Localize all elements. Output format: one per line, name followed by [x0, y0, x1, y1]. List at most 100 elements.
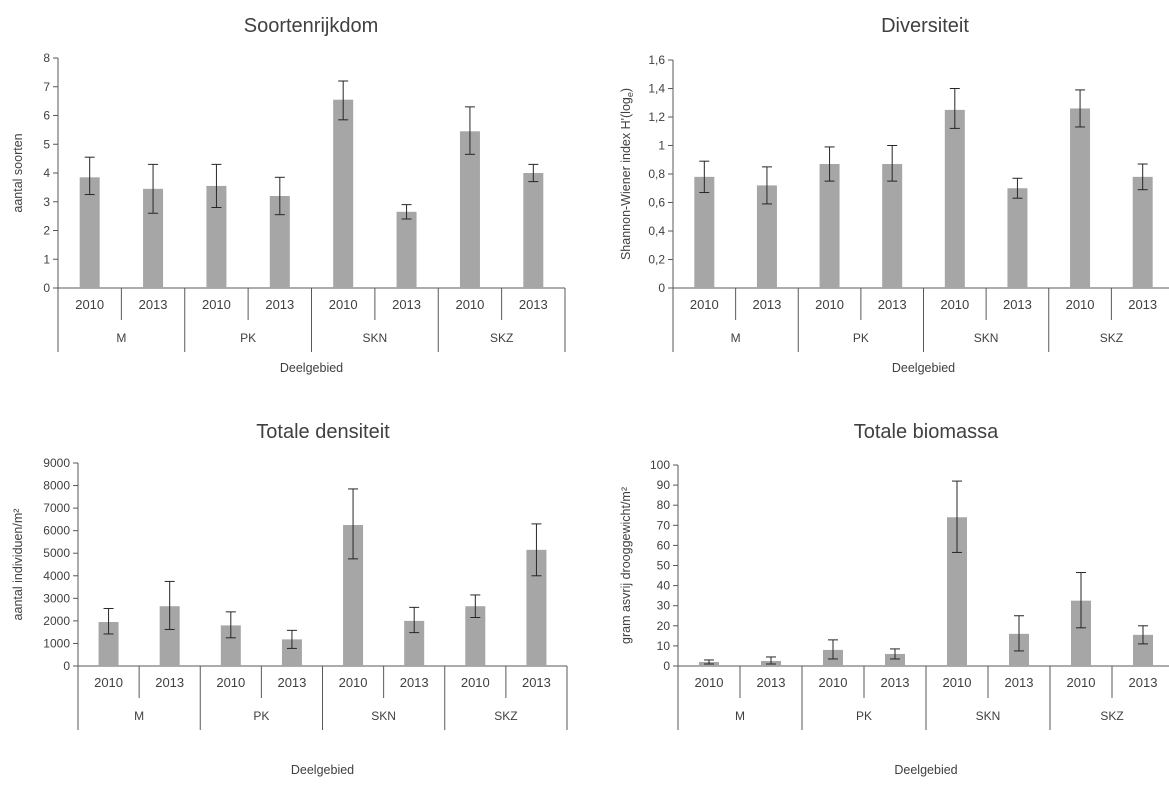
x-axis-title: Deelgebied — [280, 361, 343, 375]
x-category-label: 2013 — [878, 297, 907, 312]
y-tick-label: 0,4 — [648, 224, 665, 238]
x-group-label: PK — [253, 709, 269, 723]
bar — [98, 622, 119, 666]
x-category-label: 2010 — [940, 297, 969, 312]
y-tick-label: 1000 — [43, 636, 70, 650]
x-category-label: 2013 — [139, 297, 168, 312]
bar — [882, 164, 903, 288]
x-group-label: SKN — [976, 709, 1001, 723]
x-category-label: 2010 — [75, 297, 104, 312]
y-tick-label: 0,8 — [648, 167, 665, 181]
bar — [947, 517, 967, 666]
bar — [526, 549, 547, 666]
y-tick-label: 8000 — [43, 479, 70, 493]
x-group-label: SKZ — [494, 709, 517, 723]
y-tick-label: 2 — [43, 224, 50, 238]
x-category-label: 2013 — [277, 675, 306, 690]
bar — [944, 109, 965, 288]
bar — [1133, 634, 1153, 666]
x-category-label: 2013 — [519, 297, 548, 312]
x-axis-title: Deelgebied — [892, 361, 955, 375]
y-tick-label: 3 — [43, 195, 50, 209]
y-tick-label: 0 — [658, 281, 665, 295]
y-tick-label: 50 — [657, 559, 671, 573]
x-group-label: PK — [240, 331, 256, 345]
bar — [333, 99, 354, 288]
x-group-label: SKZ — [1100, 709, 1123, 723]
x-category-label: 2013 — [1005, 675, 1034, 690]
y-tick-label: 0,6 — [648, 196, 665, 210]
x-category-label: 2010 — [1066, 297, 1095, 312]
x-category-label: 2013 — [757, 675, 786, 690]
x-category-label: 2013 — [1129, 675, 1158, 690]
bar — [885, 653, 905, 666]
y-tick-label: 4000 — [43, 569, 70, 583]
x-category-label: 2010 — [461, 675, 490, 690]
y-tick-label: 6000 — [43, 524, 70, 538]
x-axis-title: Deelgebied — [291, 763, 354, 777]
y-axis-title: Shannon-Wiener index H'(loge) — [619, 88, 635, 260]
bar — [1132, 176, 1153, 288]
y-tick-label: 90 — [657, 478, 671, 492]
x-category-label: 2010 — [943, 675, 972, 690]
bar — [396, 211, 417, 288]
x-group-label: SKN — [974, 331, 999, 345]
x-group-label: SKN — [371, 709, 396, 723]
x-group-label: PK — [853, 331, 869, 345]
x-axis-title: Deelgebied — [894, 763, 957, 777]
x-group-label: M — [116, 331, 126, 345]
bar — [1007, 188, 1028, 288]
bar — [694, 176, 715, 288]
y-tick-label: 0 — [43, 281, 50, 295]
bar — [79, 177, 100, 288]
x-category-label: 2013 — [752, 297, 781, 312]
y-tick-label: 70 — [657, 518, 671, 532]
chart-title: Soortenrijkdom — [244, 15, 379, 37]
x-category-label: 2013 — [881, 675, 910, 690]
x-category-label: 2013 — [1003, 297, 1032, 312]
y-tick-label: 1,2 — [648, 110, 665, 124]
chart-title: Totale biomassa — [854, 421, 999, 443]
y-axis-title: gram asvrij drooggewicht/m² — [619, 487, 633, 644]
x-group-label: SKZ — [490, 331, 513, 345]
y-tick-label: 1,6 — [648, 53, 665, 67]
y-tick-label: 10 — [657, 639, 671, 653]
x-category-label: 2013 — [1128, 297, 1157, 312]
y-tick-label: 80 — [657, 498, 671, 512]
x-category-label: 2010 — [202, 297, 231, 312]
bar — [523, 173, 544, 288]
x-category-label: 2013 — [400, 675, 429, 690]
y-tick-label: 1,4 — [648, 82, 665, 96]
y-tick-label: 4 — [43, 166, 50, 180]
x-category-label: 2010 — [329, 297, 358, 312]
x-category-label: 2010 — [815, 297, 844, 312]
x-category-label: 2010 — [690, 297, 719, 312]
y-tick-label: 9000 — [43, 456, 70, 470]
x-category-label: 2013 — [392, 297, 421, 312]
x-category-label: 2013 — [265, 297, 294, 312]
bar — [459, 131, 480, 288]
x-group-label: PK — [856, 709, 872, 723]
x-category-label: 2010 — [695, 675, 724, 690]
y-tick-label: 30 — [657, 599, 671, 613]
y-axis-title: aantal soorten — [11, 133, 25, 212]
bar — [269, 196, 290, 288]
bar — [206, 185, 227, 288]
bar — [1070, 108, 1091, 288]
x-category-label: 2010 — [819, 675, 848, 690]
y-tick-label: 6 — [43, 109, 50, 123]
bar — [220, 625, 241, 666]
x-group-label: SKZ — [1100, 331, 1123, 345]
y-tick-label: 100 — [650, 458, 670, 472]
y-tick-label: 5 — [43, 137, 50, 151]
x-category-label: 2010 — [216, 675, 245, 690]
y-tick-label: 2000 — [43, 614, 70, 628]
x-category-label: 2013 — [522, 675, 551, 690]
x-category-label: 2010 — [1067, 675, 1096, 690]
y-axis-title: aantal individuen/m² — [11, 509, 25, 621]
bar — [281, 639, 302, 666]
bar — [819, 164, 840, 288]
y-tick-label: 0,2 — [648, 253, 665, 267]
x-category-label: 2010 — [339, 675, 368, 690]
